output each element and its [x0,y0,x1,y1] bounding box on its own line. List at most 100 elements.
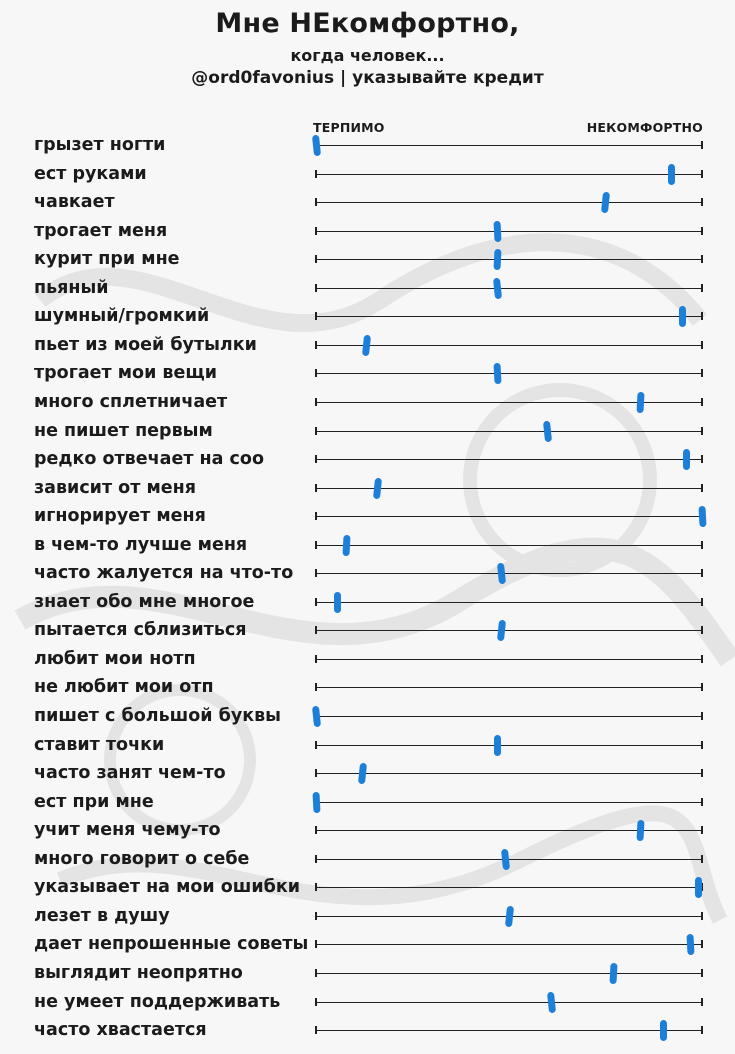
rating-row: много сплетничает [0,388,735,416]
track-start-tick [315,455,317,464]
rating-marker[interactable] [333,591,341,613]
rating-track[interactable] [315,762,703,785]
rating-track[interactable] [315,191,703,214]
rating-track[interactable] [311,134,703,157]
rating-label: ест руками [34,163,147,184]
track-start-tick [315,369,317,378]
rating-row: не умеет поддерживать [0,988,735,1016]
rating-track[interactable] [315,306,703,328]
rating-marker[interactable] [543,420,553,442]
rating-label: грызет ногти [34,135,166,155]
rating-track[interactable] [315,905,703,928]
rating-marker[interactable] [493,734,501,756]
rating-label: в чем-то лучше меня [34,534,248,555]
rating-track[interactable] [315,277,703,300]
track-start-tick [315,940,317,949]
rating-marker[interactable] [311,705,321,728]
rating-track[interactable] [315,591,703,613]
rating-marker[interactable] [493,249,502,271]
track-end-tick [701,1026,703,1035]
rating-marker[interactable] [697,505,707,528]
rating-track[interactable] [315,620,703,642]
rating-marker[interactable] [679,306,687,328]
rating-label: чавкает [34,192,115,213]
track-start-tick [315,1026,317,1035]
rating-marker[interactable] [694,877,702,899]
rating-row: любит мои нотп [0,645,735,673]
track-end-tick [701,740,703,749]
track-end-tick [701,883,703,892]
rating-marker[interactable] [683,449,691,471]
rating-track[interactable] [315,220,703,242]
rating-track[interactable] [315,991,703,1013]
rating-marker[interactable] [493,363,502,385]
rating-marker[interactable] [492,277,502,300]
track-end-tick [701,226,703,235]
track-end-tick [701,455,703,464]
rating-track[interactable] [315,163,703,185]
rating-marker[interactable] [311,791,321,813]
rating-marker[interactable] [373,477,383,499]
rating-track[interactable] [315,534,703,556]
rating-track[interactable] [315,654,703,663]
rating-track[interactable] [315,734,703,756]
rating-track[interactable] [315,848,703,871]
rating-marker[interactable] [361,334,371,357]
rating-track[interactable] [311,791,703,813]
track-start-tick [315,968,317,977]
rating-track[interactable] [315,962,703,985]
rating-row: много говорит о себе [0,845,735,873]
rating-marker[interactable] [636,391,645,414]
rating-row: пьет из моей бутылки [0,331,735,359]
rating-marker[interactable] [493,220,502,242]
rating-marker[interactable] [504,905,514,928]
rating-track[interactable] [315,249,703,271]
rating-marker[interactable] [496,620,506,642]
track-start-tick [315,169,317,178]
rating-marker[interactable] [600,191,611,214]
rating-marker[interactable] [636,820,645,842]
track-end-tick [701,426,703,435]
rating-track[interactable] [315,334,703,357]
track-start-tick [315,255,317,264]
rating-marker[interactable] [496,562,506,585]
track-end-tick [701,940,703,949]
rating-marker[interactable] [686,934,695,956]
rating-track[interactable] [315,420,703,442]
rating-marker[interactable] [659,1020,667,1042]
track-end-tick [701,169,703,178]
track-end-tick [701,483,703,492]
rating-row: грызет ногти [0,131,735,159]
track-end-tick [701,997,703,1006]
rating-track[interactable] [315,1020,703,1042]
rating-label: часто жалуется на что-то [34,563,294,584]
rating-track[interactable] [315,562,703,585]
rating-track[interactable] [315,391,703,414]
rating-marker[interactable] [546,991,557,1013]
rating-marker[interactable] [311,134,321,157]
rating-label: любит мои нотп [34,648,196,669]
rating-track[interactable] [315,820,703,842]
rating-marker[interactable] [342,534,351,556]
rating-marker[interactable] [500,848,510,871]
rating-track[interactable] [315,934,703,956]
rating-marker[interactable] [357,762,367,785]
rating-row: дает непрошенные советы [0,930,735,958]
rating-track[interactable] [315,505,707,528]
rating-track[interactable] [315,449,703,471]
rating-label: выглядит неопрятно [34,962,243,983]
rating-track[interactable] [315,683,703,692]
rating-label: пишет с большой буквы [34,706,281,726]
track-start-tick [315,226,317,235]
rating-marker[interactable] [609,962,618,985]
rating-track[interactable] [315,363,703,385]
page-title: Мне НЕкомфортно, [215,8,520,39]
rating-track[interactable] [311,705,703,728]
rating-row: часто жалуется на что-то [0,559,735,587]
rating-label: пытается сблизиться [34,620,247,641]
rating-track[interactable] [315,877,703,899]
rating-marker[interactable] [667,163,675,185]
track-end-tick [701,683,703,692]
rating-label: знает обо мне многое [34,591,255,612]
rating-track[interactable] [315,477,703,499]
